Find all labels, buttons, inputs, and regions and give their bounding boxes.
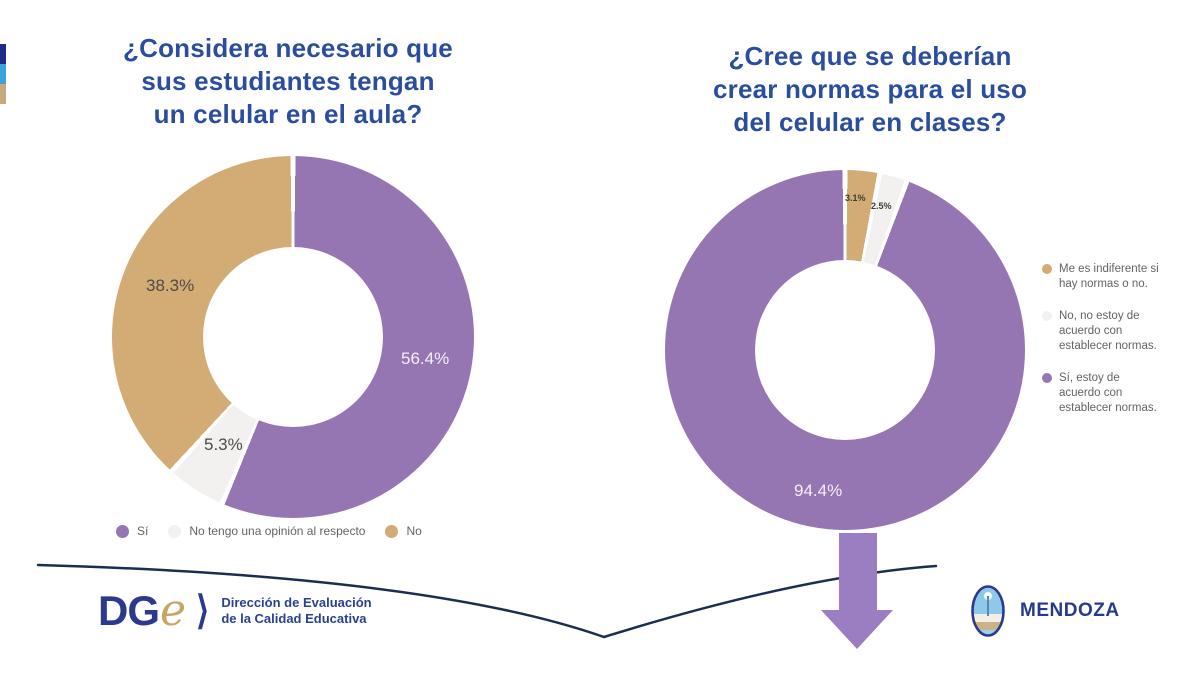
brand-stripe-segment — [0, 44, 6, 64]
legend-item: Sí, estoy de acuerdo con establecer norm… — [1042, 371, 1160, 416]
legend-item: No, no estoy de acuerdo con establecer n… — [1042, 309, 1160, 354]
legend-item: Me es indiferente si hay normas o no. — [1042, 262, 1160, 292]
legend-swatch-icon — [1042, 311, 1052, 321]
question-title-left: ¿Considera necesario que sus estudiantes… — [78, 32, 498, 131]
legend-item: No — [385, 524, 422, 538]
donut-hole — [203, 247, 383, 427]
brand-stripe-segment — [0, 64, 6, 84]
mendoza-label: MENDOZA — [1020, 600, 1120, 621]
slice-label-no-normas: 2.5% — [871, 201, 892, 211]
brand-stripe — [0, 44, 6, 104]
legend-swatch-icon — [385, 524, 399, 538]
legend-label: Sí, estoy de acuerdo con establecer norm… — [1059, 372, 1157, 414]
slice-label-indiferente: 3.1% — [845, 193, 866, 203]
dge-org-line: Dirección de Evaluación — [221, 594, 372, 610]
dge-logo: DG e ⟩ Dirección de Evaluación de la Cal… — [98, 585, 372, 636]
slice-label-si: 56.4% — [401, 349, 450, 368]
legend-swatch-icon — [116, 524, 129, 538]
legend-label: No tengo una opinión al respecto — [189, 524, 366, 538]
legend-swatch-icon — [1042, 264, 1052, 274]
slice-label-sin-opinion: 5.3% — [204, 435, 243, 454]
legend-swatch-icon — [1042, 373, 1052, 383]
title-line: ¿Cree que se deberían — [728, 41, 1012, 71]
legend-label: No — [406, 524, 422, 538]
title-line: crear normas para el uso — [712, 74, 1028, 104]
donut-chart-right — [665, 170, 1025, 530]
question-title-right: ¿Cree que se deberían crear normas para … — [660, 40, 1080, 139]
slice-label-si-normas: 94.4% — [794, 481, 843, 500]
title-line: un celular en el aula? — [153, 99, 423, 129]
dge-chevron-icon: ⟩ — [196, 588, 210, 633]
down-arrow-shape — [821, 533, 893, 649]
brand-stripe-segment — [0, 84, 6, 104]
legend-label: Me es indiferente si hay normas o no. — [1059, 263, 1159, 290]
donut-hole — [755, 260, 935, 440]
mendoza-logo: MENDOZA — [968, 582, 1120, 640]
legend-label: No, no estoy de acuerdo con establecer n… — [1059, 310, 1157, 352]
dge-org-line: de la Calidad Educativa — [221, 610, 367, 626]
title-line: ¿Considera necesario que — [123, 33, 453, 63]
donut-chart-left — [112, 156, 474, 518]
dge-wordmark: DG — [98, 586, 160, 634]
legend-item: No tengo una opinión al respecto — [168, 524, 365, 538]
dge-org-name: Dirección de Evaluación de la Calidad Ed… — [221, 595, 371, 627]
legend-left: Sí No tengo una opinión al respecto No — [116, 524, 422, 538]
legend-right: Me es indiferente si hay normas o no. No… — [1042, 262, 1160, 416]
title-line: sus estudiantes tengan — [141, 66, 435, 96]
legend-swatch-icon — [168, 524, 182, 538]
title-line: del celular en clases? — [733, 107, 1007, 137]
slice-label-no: 38.3% — [146, 276, 195, 295]
legend-item: Sí — [116, 524, 148, 538]
legend-label: Sí — [137, 524, 149, 538]
dge-wordmark-e: e — [160, 585, 187, 636]
mendoza-crest-icon — [971, 585, 1005, 637]
